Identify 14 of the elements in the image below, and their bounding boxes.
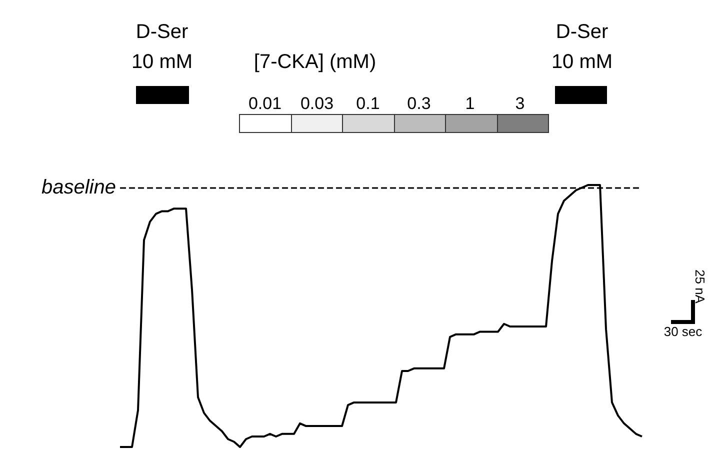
text: 10 mM: [551, 51, 613, 73]
text: 0.3: [407, 94, 431, 113]
text: 30 sec: [664, 324, 702, 339]
text: 1: [465, 94, 475, 113]
text: 0.01: [248, 94, 282, 113]
text: D-Ser: [556, 21, 608, 43]
ref-line-label: baseline: [41, 176, 116, 199]
text: 3: [515, 94, 525, 113]
text: 25 nA: [692, 270, 708, 304]
text: [7-CKA] (mM): [254, 51, 376, 73]
text: 0.03: [300, 94, 334, 113]
text: 0.1: [356, 94, 380, 113]
text: D-Ser: [136, 21, 188, 43]
text: 10 mM: [131, 51, 193, 73]
